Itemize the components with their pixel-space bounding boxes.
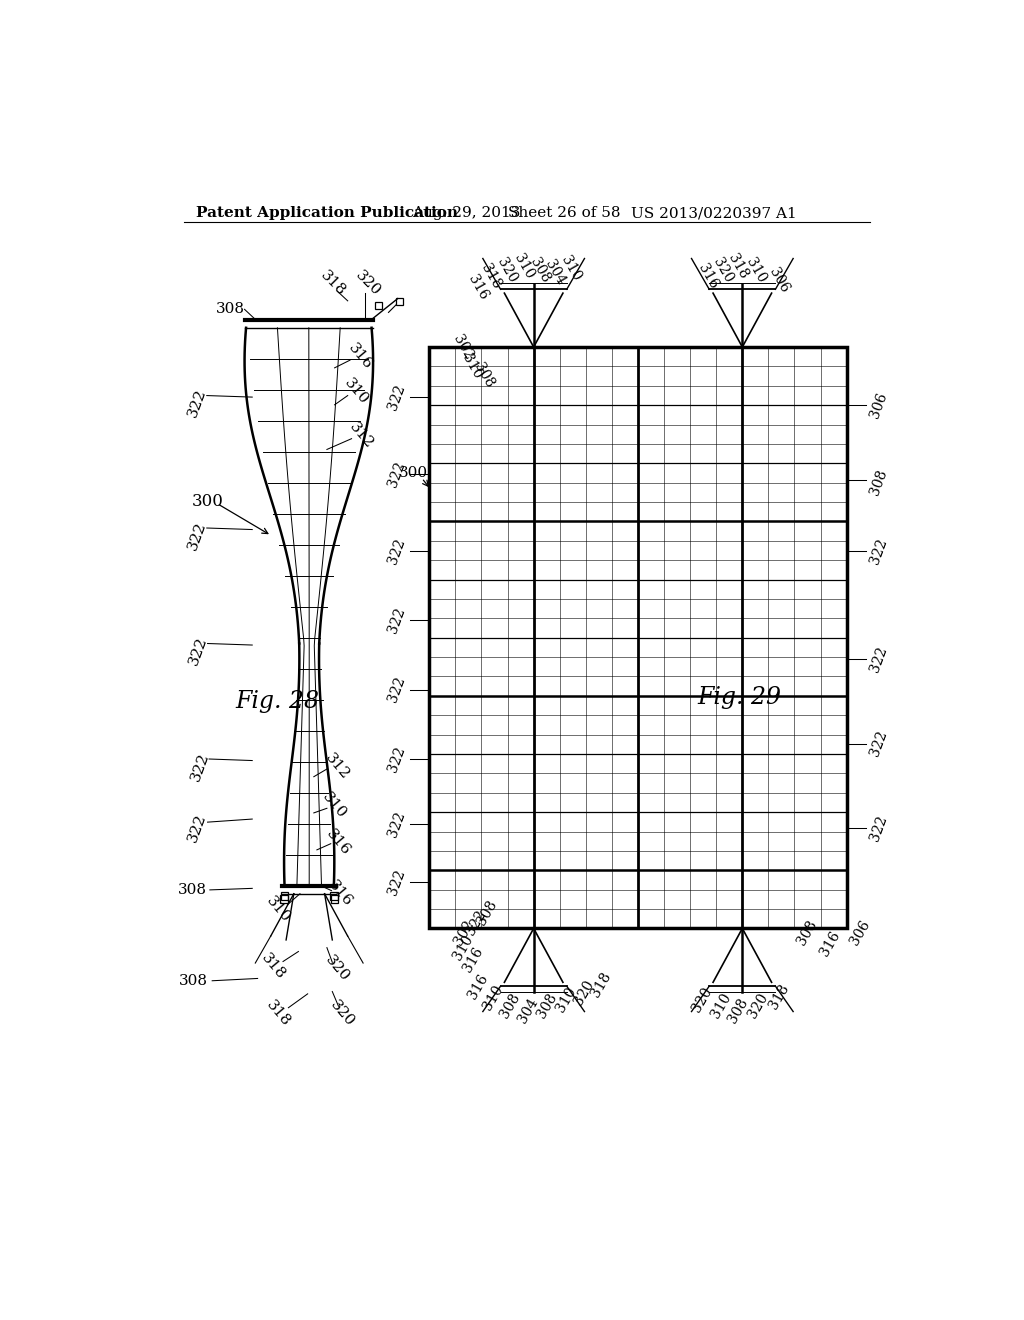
Text: 316: 316	[466, 272, 490, 302]
Text: 308: 308	[794, 917, 819, 948]
Bar	[396, 298, 403, 305]
Text: 322: 322	[386, 867, 408, 896]
Text: 318: 318	[478, 261, 504, 292]
Text: 300: 300	[399, 466, 428, 479]
Text: 310: 310	[481, 983, 506, 1012]
Bar	[376, 302, 382, 309]
Bar	[281, 892, 289, 900]
Text: 308: 308	[535, 990, 560, 1020]
Text: 318: 318	[317, 268, 348, 298]
Text: Sheet 26 of 58: Sheet 26 of 58	[508, 206, 621, 220]
Text: 308: 308	[475, 898, 500, 928]
Text: 322: 322	[386, 675, 408, 705]
Text: 322: 322	[386, 459, 408, 488]
Bar	[280, 895, 288, 903]
Text: 308: 308	[471, 360, 497, 391]
Text: 306: 306	[868, 391, 890, 420]
Text: Aug. 29, 2013: Aug. 29, 2013	[412, 206, 520, 220]
Bar	[331, 895, 339, 903]
Text: 310: 310	[451, 933, 475, 962]
Text: 320: 320	[571, 977, 596, 1007]
Text: 312: 312	[347, 420, 376, 451]
Text: Fig. 29: Fig. 29	[697, 686, 781, 709]
Text: 304: 304	[543, 257, 568, 288]
Text: 320: 320	[323, 953, 351, 985]
Bar	[429, 347, 847, 928]
Text: 320: 320	[328, 998, 357, 1028]
Text: 300: 300	[191, 492, 223, 510]
Text: 322: 322	[186, 387, 209, 420]
Text: 322: 322	[386, 809, 408, 840]
Text: 304: 304	[516, 995, 541, 1026]
Text: 308: 308	[177, 883, 207, 896]
Text: 322: 322	[186, 812, 209, 845]
Text: 322: 322	[386, 606, 408, 635]
Text: 320: 320	[689, 985, 715, 1014]
Text: 322: 322	[186, 635, 210, 668]
Text: 310: 310	[511, 251, 537, 281]
Text: 316: 316	[326, 878, 354, 909]
Text: 322: 322	[188, 751, 211, 783]
Text: 322: 322	[463, 907, 488, 937]
Text: 308: 308	[498, 990, 523, 1020]
Text: 310: 310	[319, 789, 349, 821]
Text: US 2013/0220397 A1: US 2013/0220397 A1	[631, 206, 797, 220]
Text: 310: 310	[553, 985, 579, 1014]
Text: 308: 308	[216, 301, 245, 315]
Text: 318: 318	[767, 981, 792, 1011]
Text: Patent Application Publication: Patent Application Publication	[196, 206, 458, 220]
Text: 320: 320	[495, 255, 519, 285]
Text: 320: 320	[711, 255, 735, 285]
Text: Fig. 28: Fig. 28	[234, 690, 318, 713]
Text: 310: 310	[743, 255, 769, 285]
Text: 322: 322	[868, 729, 890, 758]
Text: 306: 306	[767, 265, 792, 294]
Text: 310: 310	[709, 990, 733, 1020]
Text: 302: 302	[451, 333, 475, 362]
Text: 318: 318	[589, 970, 614, 999]
Text: 320: 320	[352, 268, 383, 298]
Text: 316: 316	[345, 342, 375, 372]
Text: 316: 316	[461, 944, 486, 974]
Text: 316: 316	[324, 826, 353, 858]
Text: 322: 322	[386, 536, 408, 566]
Text: 322: 322	[386, 744, 408, 774]
Text: 306: 306	[848, 917, 873, 948]
Text: 318: 318	[258, 952, 288, 982]
Text: 320: 320	[745, 990, 770, 1020]
Text: 322: 322	[186, 520, 209, 552]
Text: 310: 310	[558, 253, 584, 284]
Text: 318: 318	[726, 251, 752, 281]
Text: 322: 322	[868, 644, 890, 673]
Text: 312: 312	[323, 751, 351, 783]
Text: 322: 322	[386, 383, 408, 412]
Text: 310: 310	[341, 376, 371, 408]
Text: 322: 322	[868, 813, 890, 843]
Text: 310: 310	[263, 894, 293, 925]
Text: 308: 308	[726, 995, 751, 1026]
Text: 322: 322	[868, 536, 890, 566]
Text: 308: 308	[868, 467, 890, 496]
Text: 318: 318	[264, 998, 293, 1028]
Text: 316: 316	[466, 972, 490, 1001]
Text: 316: 316	[817, 929, 843, 958]
Text: 308: 308	[179, 974, 208, 987]
Text: 316: 316	[695, 261, 720, 292]
Bar	[330, 892, 338, 900]
Text: 302: 302	[452, 917, 477, 948]
Text: 308: 308	[527, 255, 552, 285]
Text: 310: 310	[460, 351, 484, 381]
